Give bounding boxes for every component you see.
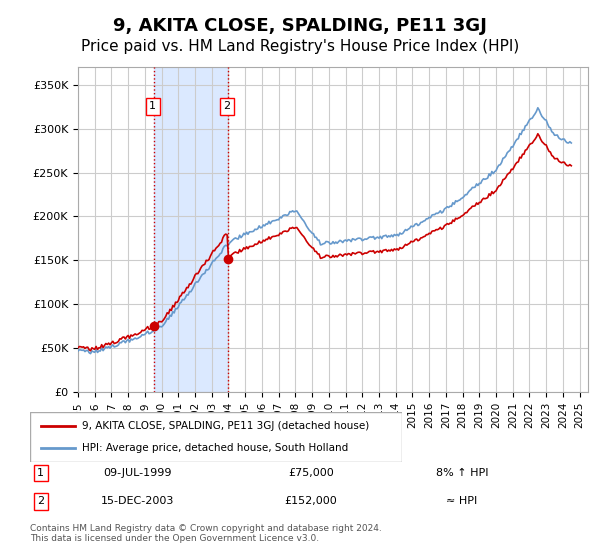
- Text: 9, AKITA CLOSE, SPALDING, PE11 3GJ (detached house): 9, AKITA CLOSE, SPALDING, PE11 3GJ (deta…: [82, 421, 370, 431]
- Text: 15-DEC-2003: 15-DEC-2003: [101, 496, 175, 506]
- Text: 9, AKITA CLOSE, SPALDING, PE11 3GJ: 9, AKITA CLOSE, SPALDING, PE11 3GJ: [113, 17, 487, 35]
- Text: £152,000: £152,000: [284, 496, 337, 506]
- Text: 2: 2: [223, 101, 230, 111]
- Text: 1: 1: [149, 101, 156, 111]
- Text: 2: 2: [37, 496, 44, 506]
- Text: ≈ HPI: ≈ HPI: [446, 496, 478, 506]
- Text: £75,000: £75,000: [288, 468, 334, 478]
- Text: HPI: Average price, detached house, South Holland: HPI: Average price, detached house, Sout…: [82, 443, 349, 453]
- Text: 8% ↑ HPI: 8% ↑ HPI: [436, 468, 488, 478]
- FancyBboxPatch shape: [30, 412, 402, 462]
- Text: 09-JUL-1999: 09-JUL-1999: [104, 468, 172, 478]
- Bar: [154, 67, 228, 392]
- Text: Contains HM Land Registry data © Crown copyright and database right 2024.
This d: Contains HM Land Registry data © Crown c…: [30, 524, 382, 543]
- Text: 1: 1: [37, 468, 44, 478]
- Text: Price paid vs. HM Land Registry's House Price Index (HPI): Price paid vs. HM Land Registry's House …: [81, 39, 519, 54]
